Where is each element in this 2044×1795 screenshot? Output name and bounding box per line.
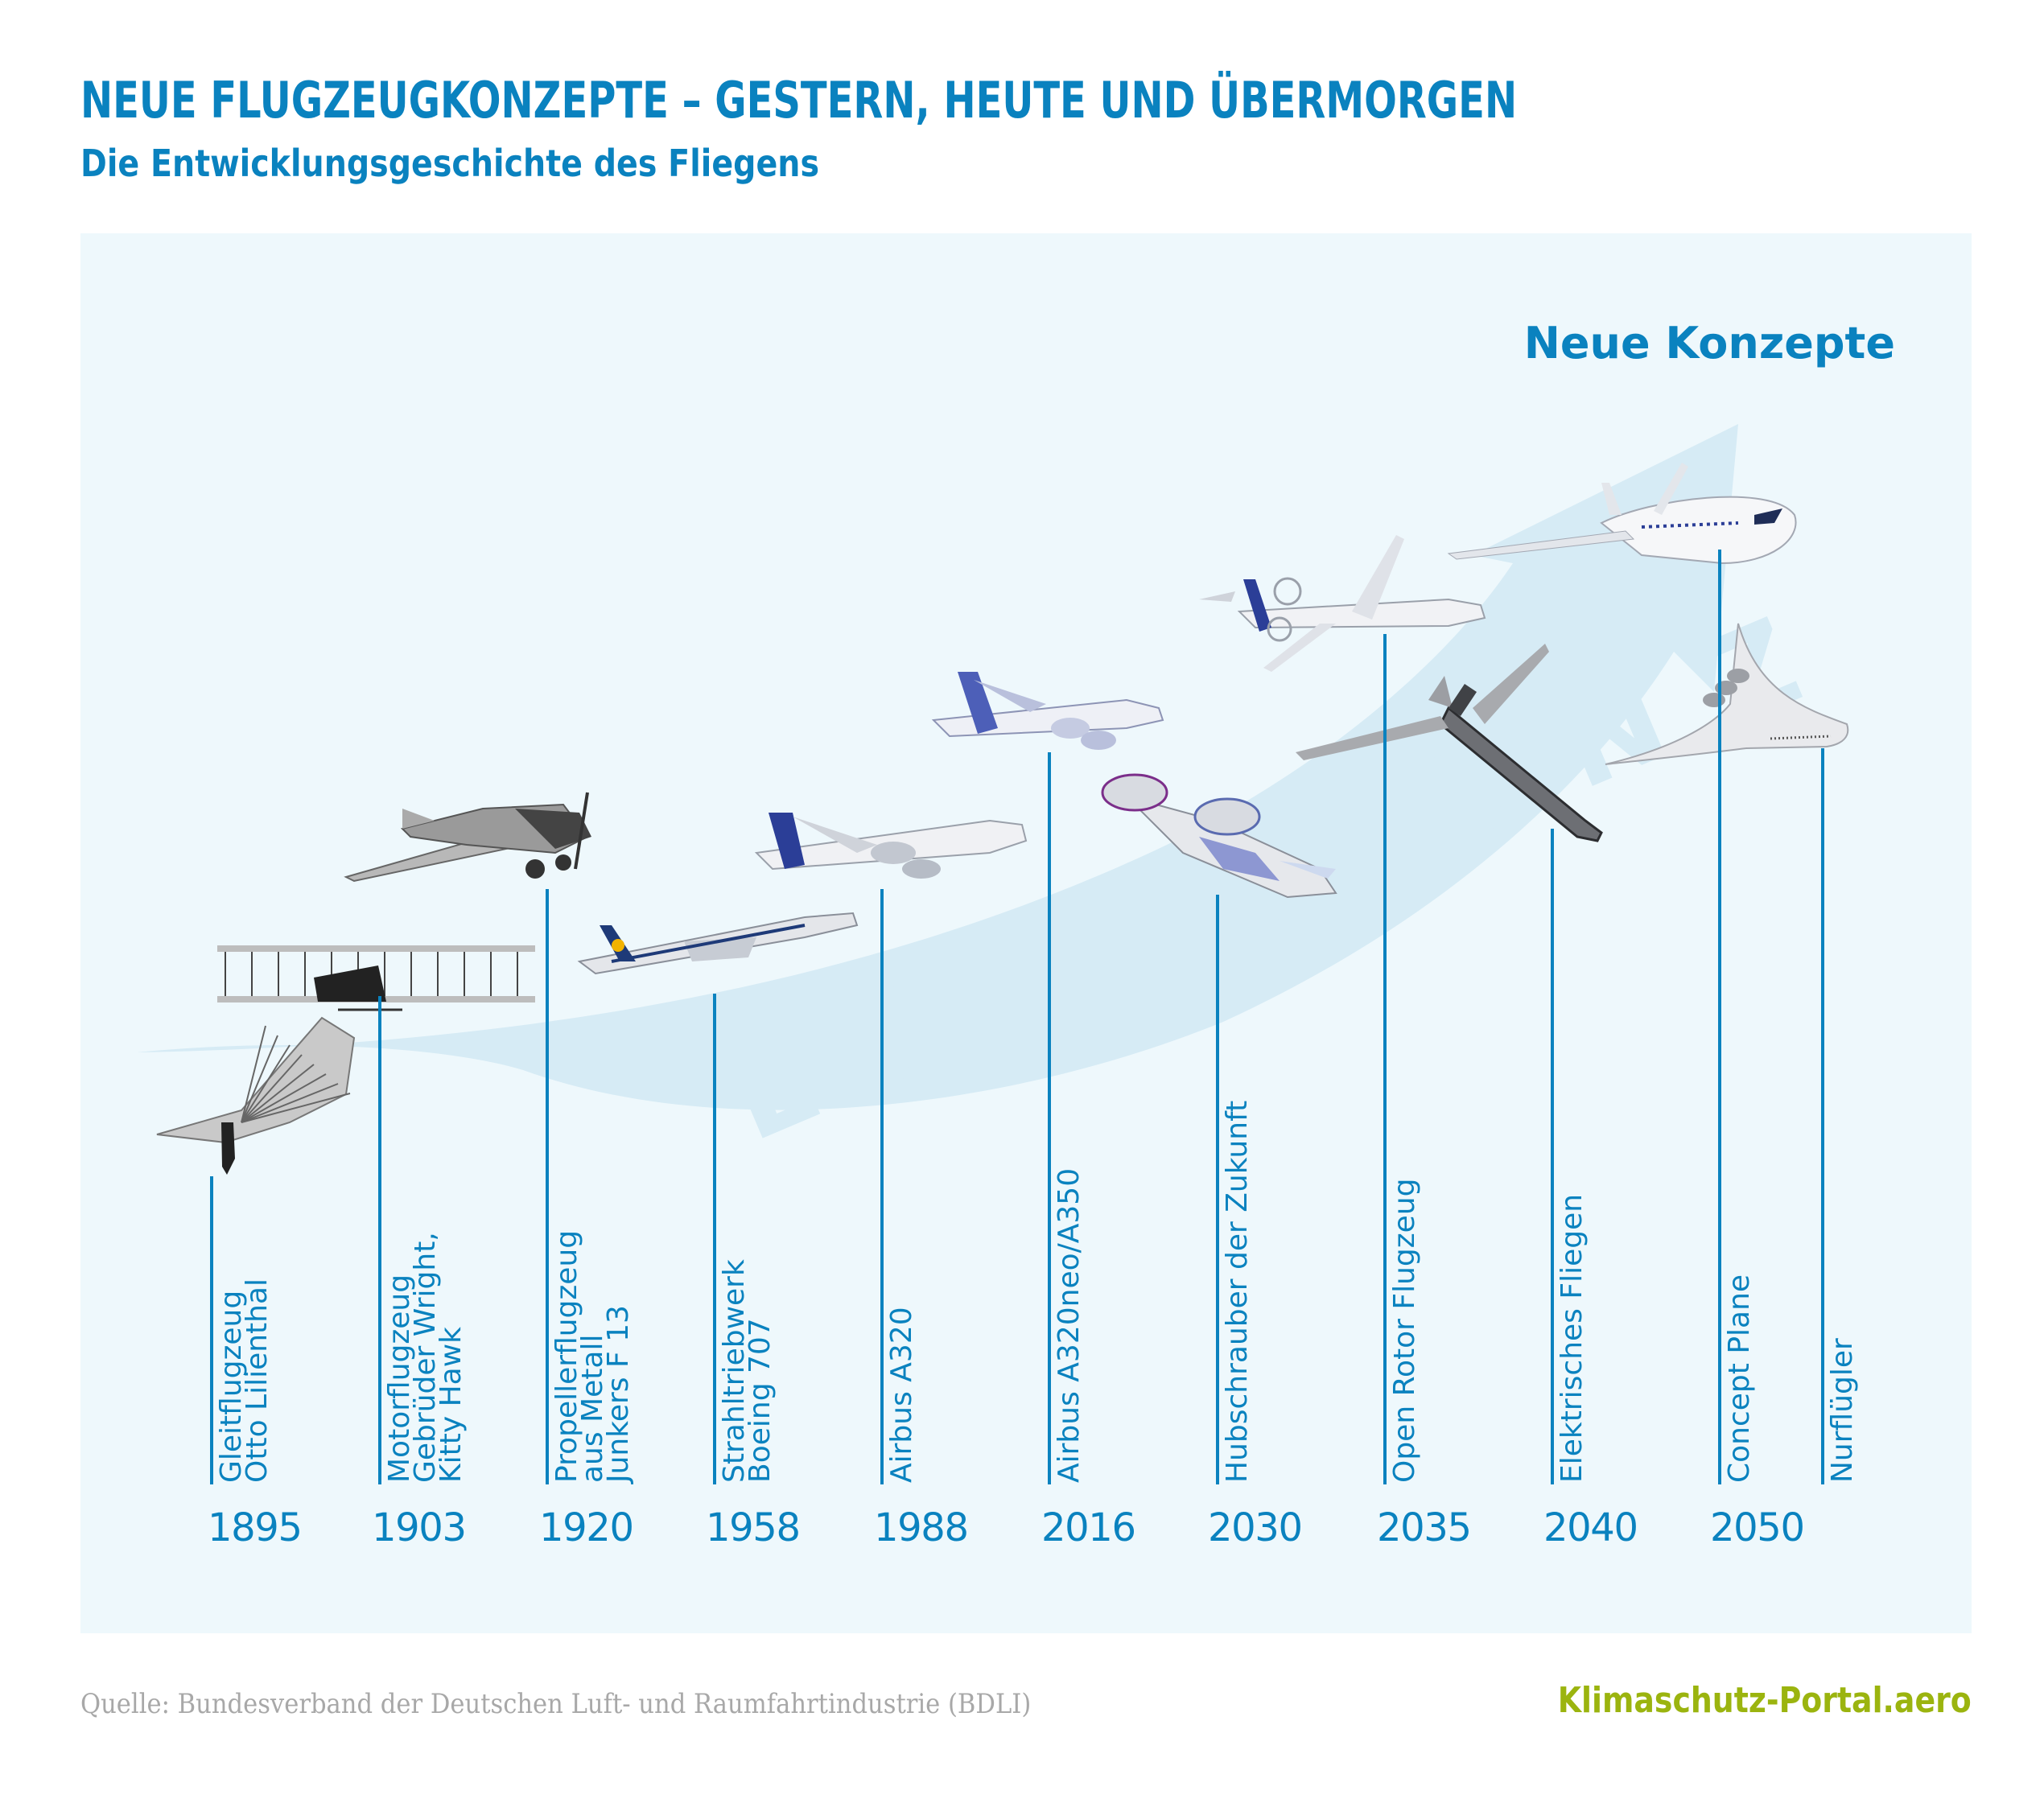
- airbus-a320-icon: [754, 813, 1028, 879]
- open-rotor-plane-icon: [1199, 535, 1486, 672]
- concept-plane-icon: [1447, 463, 1797, 565]
- jet-airliner-icon: [577, 912, 859, 975]
- brand-link[interactable]: Klimaschutz-Portal.aero: [1557, 1680, 1972, 1721]
- timeline-entry: Airbus A320 1988: [874, 889, 969, 1550]
- efficiency-swoosh: [137, 424, 1738, 1110]
- timeline-year: 1895: [208, 1505, 303, 1550]
- timeline-year: 2050: [1710, 1505, 1805, 1550]
- timeline-label: Elektrisches Fliegen: [1556, 1194, 1589, 1483]
- electric-plane-icon: [1296, 644, 1603, 842]
- timeline-entry: Hubschrauber der Zukunft 2030: [1208, 895, 1303, 1550]
- timeline-label: Hubschrauber der Zukunft: [1221, 1101, 1254, 1483]
- timeline-label: Propellerflugzeug: [550, 1230, 583, 1483]
- biplane-icon: [217, 945, 535, 1011]
- flying-wing-icon: [1605, 623, 1849, 765]
- timeline-entry: Elektrisches Fliegen 2040: [1543, 829, 1638, 1550]
- timeline-label: Open Rotor Flugzeug: [1388, 1179, 1421, 1484]
- timeline-label: Gleitflugzeug: [215, 1291, 248, 1483]
- timeline-label: Strahltriebwerk: [718, 1259, 751, 1483]
- page-subtitle: Die Entwicklungsgeschichte des Fliegens: [80, 142, 820, 185]
- timeline-label: Nurflügler: [1826, 1338, 1859, 1483]
- timeline-label: Airbus A320: [885, 1307, 918, 1483]
- timeline-year: 2035: [1377, 1505, 1472, 1550]
- propeller-plane-icon: [344, 792, 591, 883]
- timeline-year: 1920: [539, 1505, 634, 1550]
- page-title: NEUE FLUGZEUGKONZEPTE – GESTERN, HEUTE U…: [80, 71, 1518, 130]
- timeline-year: 2016: [1041, 1505, 1136, 1550]
- timeline-year: 2030: [1208, 1505, 1303, 1550]
- timeline-label: Concept Plane: [1723, 1274, 1756, 1483]
- timeline-entry: Open Rotor Flugzeug 2035: [1377, 634, 1472, 1550]
- timeline-entry: Airbus A320neo/A350 2016: [1041, 752, 1136, 1550]
- new-concepts-label: Neue Konzepte: [1524, 318, 1895, 368]
- timeline-label: Airbus A320neo/A350: [1053, 1168, 1086, 1483]
- source-note: Quelle: Bundesverband der Deutschen Luft…: [80, 1688, 1032, 1720]
- timeline-label: Kitty Hawk: [435, 1327, 468, 1483]
- timeline-year: 1958: [706, 1505, 801, 1550]
- glider-icon: [156, 1016, 356, 1175]
- timeline-label: Boeing 707: [744, 1318, 777, 1483]
- timeline-label: Gebrüder Wright,: [409, 1232, 442, 1483]
- timeline-label: Otto Lilienthal: [241, 1278, 274, 1483]
- timeline-year: 1903: [372, 1505, 467, 1550]
- timeline-year: 1988: [874, 1505, 969, 1550]
- timeline-year: 2040: [1543, 1505, 1638, 1550]
- timeline-label: Motorflugzeug: [383, 1274, 416, 1483]
- aircraft-illustrations: [156, 463, 1849, 1175]
- timeline-label: Junkers F 13: [602, 1305, 635, 1484]
- timeline-entry: Concept Plane 2050: [1710, 550, 1805, 1550]
- future-helicopter-icon: [1101, 773, 1337, 899]
- airbus-a320neo-icon: [931, 672, 1164, 750]
- timeline-label: aus Metall: [576, 1335, 609, 1483]
- timeline-entry: Nurflügler: [1821, 748, 1859, 1484]
